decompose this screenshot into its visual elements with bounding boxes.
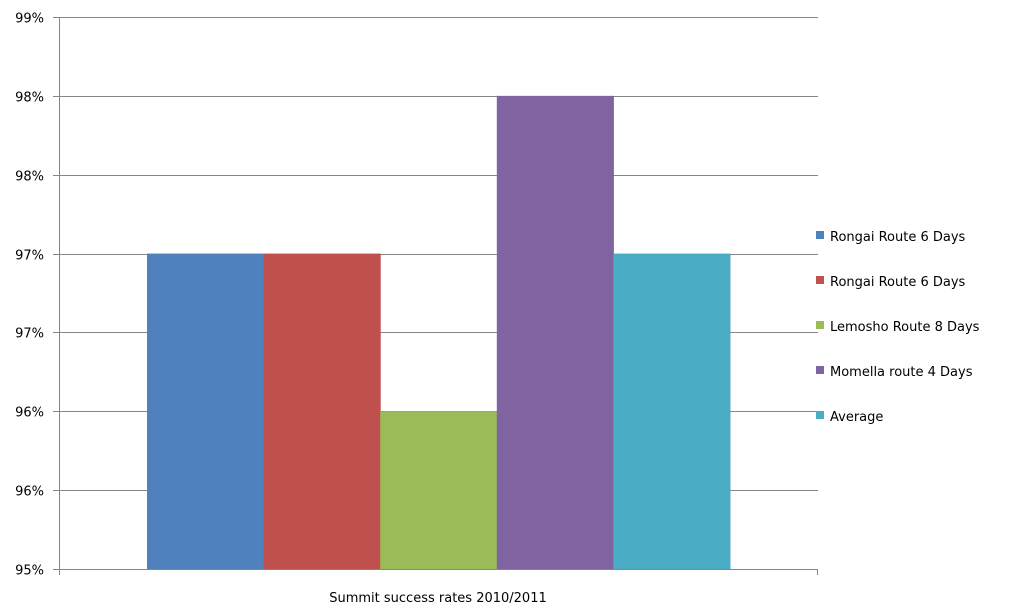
y-tick-label: 96% xyxy=(15,485,44,500)
legend-item: Average xyxy=(816,410,883,425)
y-axis-ticks: 95% 96% 96% 97% 97% 98% 98% 99% xyxy=(15,12,44,579)
bar xyxy=(613,253,731,570)
legend-item: Lemosho Route 8 Days xyxy=(816,320,980,335)
legend-swatch xyxy=(816,411,824,419)
y-tick-label: 98% xyxy=(15,170,44,185)
legend-swatch xyxy=(816,366,824,374)
x-axis-label: Summit success rates 2010/2011 xyxy=(329,591,547,606)
legend-item: Momella route 4 Days xyxy=(816,365,973,380)
legend-label: Rongai Route 6 Days xyxy=(830,230,966,245)
y-tick-label: 96% xyxy=(15,406,44,421)
bar xyxy=(380,411,498,569)
bar xyxy=(147,253,265,570)
bar xyxy=(496,95,614,569)
legend-label: Momella route 4 Days xyxy=(830,365,973,380)
y-tick-label: 97% xyxy=(15,249,44,264)
legend-label: Average xyxy=(830,410,883,425)
legend-swatch xyxy=(816,276,824,284)
bar xyxy=(263,253,381,570)
legend: Rongai Route 6 Days Rongai Route 6 Days Le… xyxy=(816,230,980,425)
legend-item: Rongai Route 6 Days xyxy=(816,275,966,290)
legend-swatch xyxy=(816,321,824,329)
legend-label: Rongai Route 6 Days xyxy=(830,275,966,290)
legend-swatch xyxy=(816,231,824,239)
legend-item: Rongai Route 6 Days xyxy=(816,230,966,245)
y-tick-label: 98% xyxy=(15,91,44,106)
y-tick-label: 97% xyxy=(15,327,44,342)
y-tick-label: 99% xyxy=(15,12,44,27)
bars xyxy=(147,95,731,570)
y-tick-label: 95% xyxy=(15,564,44,579)
legend-label: Lemosho Route 8 Days xyxy=(830,320,980,335)
axes xyxy=(59,17,818,575)
